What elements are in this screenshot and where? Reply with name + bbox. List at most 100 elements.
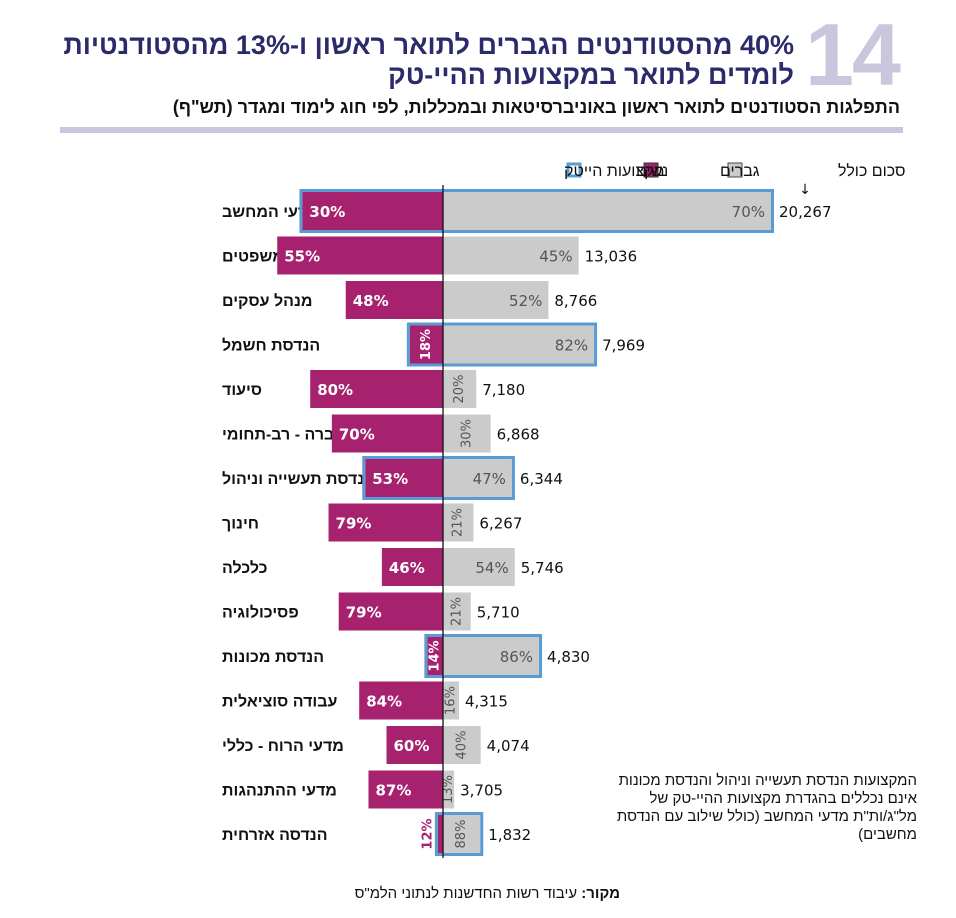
label-women-pct: 48% xyxy=(353,292,389,310)
bar-women xyxy=(328,503,443,542)
label-women-pct: 30% xyxy=(309,203,345,221)
label-women-pct: 18% xyxy=(419,329,434,360)
hightech-outline xyxy=(299,189,774,233)
label-men-pct: 54% xyxy=(475,559,508,577)
label-total: 4,315 xyxy=(465,693,508,711)
bar-men xyxy=(443,325,595,364)
bar-men xyxy=(443,459,512,497)
category-label: הנדסה אזרחית xyxy=(222,827,328,844)
label-women-pct: 55% xyxy=(284,248,320,266)
legend-women-swatch xyxy=(643,162,659,178)
bar-women xyxy=(365,459,443,497)
bar-men xyxy=(443,637,540,675)
bar-men xyxy=(443,281,549,319)
label-women-pct: 53% xyxy=(372,470,408,488)
category-label: מדעי ההתנהגות xyxy=(222,783,337,800)
down-arrow-icon: ↓ xyxy=(799,182,811,198)
bar-men xyxy=(443,370,477,408)
label-men-pct: 21% xyxy=(451,508,466,537)
label-men-pct: 13% xyxy=(441,775,456,804)
bar-men xyxy=(443,414,491,453)
bar-women xyxy=(437,815,443,853)
legend-men-swatch xyxy=(727,162,743,178)
label-women-pct: 80% xyxy=(317,381,353,399)
label-men-pct: 70% xyxy=(732,203,765,221)
label-total: 7,969 xyxy=(602,337,645,355)
bar-women xyxy=(368,770,443,809)
label-women-pct: 14% xyxy=(428,640,443,671)
label-men-pct: 30% xyxy=(459,419,474,448)
label-total: 4,074 xyxy=(487,737,530,755)
label-women-pct: 84% xyxy=(366,693,402,711)
bar-men xyxy=(443,815,481,853)
bar-men xyxy=(443,236,579,275)
source-line: מקור: עיבוד רשות החדשנות לנתוני הלמ"ס xyxy=(280,885,620,902)
bar-women xyxy=(302,192,443,230)
bar-women xyxy=(409,325,443,364)
label-women-pct: 70% xyxy=(339,426,375,444)
label-total: 3,705 xyxy=(460,782,503,800)
hightech-outline xyxy=(424,634,543,678)
label-total: 5,710 xyxy=(477,604,520,622)
label-total: 13,036 xyxy=(585,248,638,266)
category-label: חינוך xyxy=(222,516,259,533)
bar-men xyxy=(443,681,459,720)
label-total: 6,267 xyxy=(479,515,522,533)
label-women-pct: 46% xyxy=(389,559,425,577)
category-label: הנדסת חשמל xyxy=(222,337,320,355)
bar-men xyxy=(443,592,471,631)
category-label: מדעי המחשב xyxy=(222,204,319,221)
label-men-pct: 20% xyxy=(452,375,467,404)
category-label: מנהל עסקים xyxy=(222,292,312,310)
category-label: פסיכולוגיה xyxy=(222,604,299,622)
hightech-outline xyxy=(434,812,484,856)
label-men-pct: 47% xyxy=(473,470,506,488)
category-label: הנדסת תעשייה וניהול xyxy=(222,470,375,488)
bar-women xyxy=(338,592,443,631)
label-total: 7,180 xyxy=(482,381,525,399)
label-men-pct: 40% xyxy=(454,731,469,760)
bar-women xyxy=(345,281,443,319)
category-label: הנדסת מכונות xyxy=(222,649,324,666)
footnote: המקצועות הנדסת תעשייה וניהול והנדסת מכונ… xyxy=(616,772,917,843)
label-total: 6,344 xyxy=(520,470,563,488)
legend-men-label: גברים xyxy=(720,163,760,180)
label-men-pct: 86% xyxy=(500,648,533,666)
source-text: עיבוד רשות החדשנות לנתוני הלמ"ס xyxy=(354,885,578,902)
label-men-pct: 52% xyxy=(509,292,542,310)
category-label: מדעי הרוח - כללי xyxy=(222,737,344,755)
hightech-outline xyxy=(406,322,598,367)
category-label: משפטים xyxy=(222,249,284,266)
label-men-pct: 45% xyxy=(539,248,572,266)
category-label: סיעוד xyxy=(222,382,262,399)
legend-hightech-swatch xyxy=(566,162,582,178)
label-men-pct: 21% xyxy=(449,597,464,626)
bar-women xyxy=(277,236,443,275)
label-women-pct: 79% xyxy=(346,604,382,622)
label-total: 4,830 xyxy=(547,648,590,666)
bar-women xyxy=(427,637,443,675)
chart-title: 40% מהסטודנטים הגברים לתואר ראשון ו-13% … xyxy=(63,30,794,90)
header-divider xyxy=(60,127,903,133)
bar-women xyxy=(310,370,443,408)
label-men-pct: 16% xyxy=(443,686,458,715)
source-label: מקור: xyxy=(581,885,620,902)
label-total: 8,766 xyxy=(554,292,597,310)
label-total: 6,868 xyxy=(497,426,540,444)
figure-number: 14 xyxy=(805,5,901,104)
category-label: כלכלה xyxy=(222,559,268,577)
bar-men xyxy=(443,770,455,809)
bar-men xyxy=(443,726,481,764)
label-women-pct: 87% xyxy=(375,782,411,800)
bar-women xyxy=(359,681,443,720)
chart-subtitle: התפלגות הסטודנטים לתואר ראשון באוניברסיט… xyxy=(172,97,900,117)
label-men-pct: 82% xyxy=(555,337,588,355)
label-total: 1,832 xyxy=(488,826,531,844)
hightech-outline xyxy=(362,456,515,500)
bar-women xyxy=(331,414,443,453)
label-women-pct: 79% xyxy=(336,515,372,533)
bar-men xyxy=(443,548,515,586)
bar-women xyxy=(381,548,443,586)
label-total: 5,746 xyxy=(521,559,564,577)
